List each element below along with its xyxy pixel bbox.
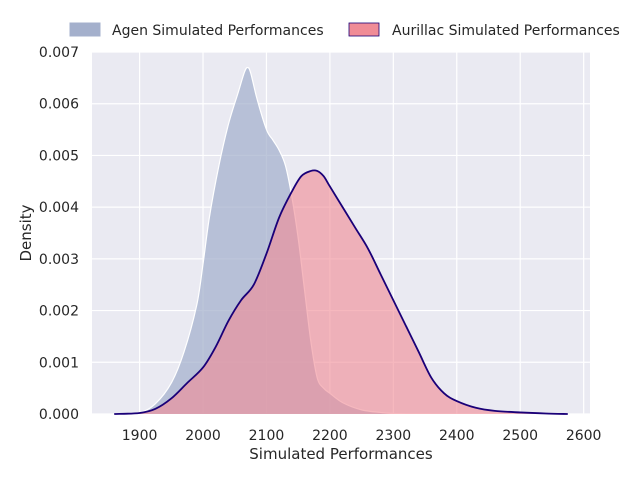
aurillac-density-line [114,169,568,415]
y-tick-label: 0.000 [39,407,79,423]
x-tick-label: 2600 [566,428,602,444]
x-axis-label: Simulated Performances [249,445,433,463]
legend-label-agen: Agen Simulated Performances [112,23,324,39]
x-tick-label: 1900 [122,428,158,444]
density-areas [114,66,568,415]
legend-swatch-aurillac [348,22,380,37]
aurillac-density-area [114,170,568,414]
x-tick-label: 2200 [312,428,348,444]
legend: Agen Simulated Performances Aurillac Sim… [69,22,620,39]
x-tick-label: 2400 [439,428,475,444]
x-tick-label: 2300 [376,428,412,444]
y-tick-labels: 0.000 0.001 0.002 0.003 0.004 0.005 0.006 0.007 [39,45,79,423]
y-tick-label: 0.007 [39,45,79,61]
legend-swatch-agen [69,22,101,37]
y-tick-label: 0.003 [39,252,79,268]
y-tick-label: 0.002 [39,304,79,320]
y-tick-label: 0.006 [39,97,79,113]
y-tick-label: 0.005 [39,148,79,164]
y-tick-label: 0.001 [39,355,79,371]
y-tick-label: 0.004 [39,200,79,216]
x-tick-label: 2500 [502,428,538,444]
x-tick-label: 2000 [185,428,221,444]
y-axis-label: Density [17,204,35,261]
x-tick-label: 2100 [249,428,285,444]
x-tick-labels: 1900 2000 2100 2200 2300 2400 2500 2600 [122,428,602,444]
legend-label-aurillac: Aurillac Simulated Performances [392,23,620,39]
